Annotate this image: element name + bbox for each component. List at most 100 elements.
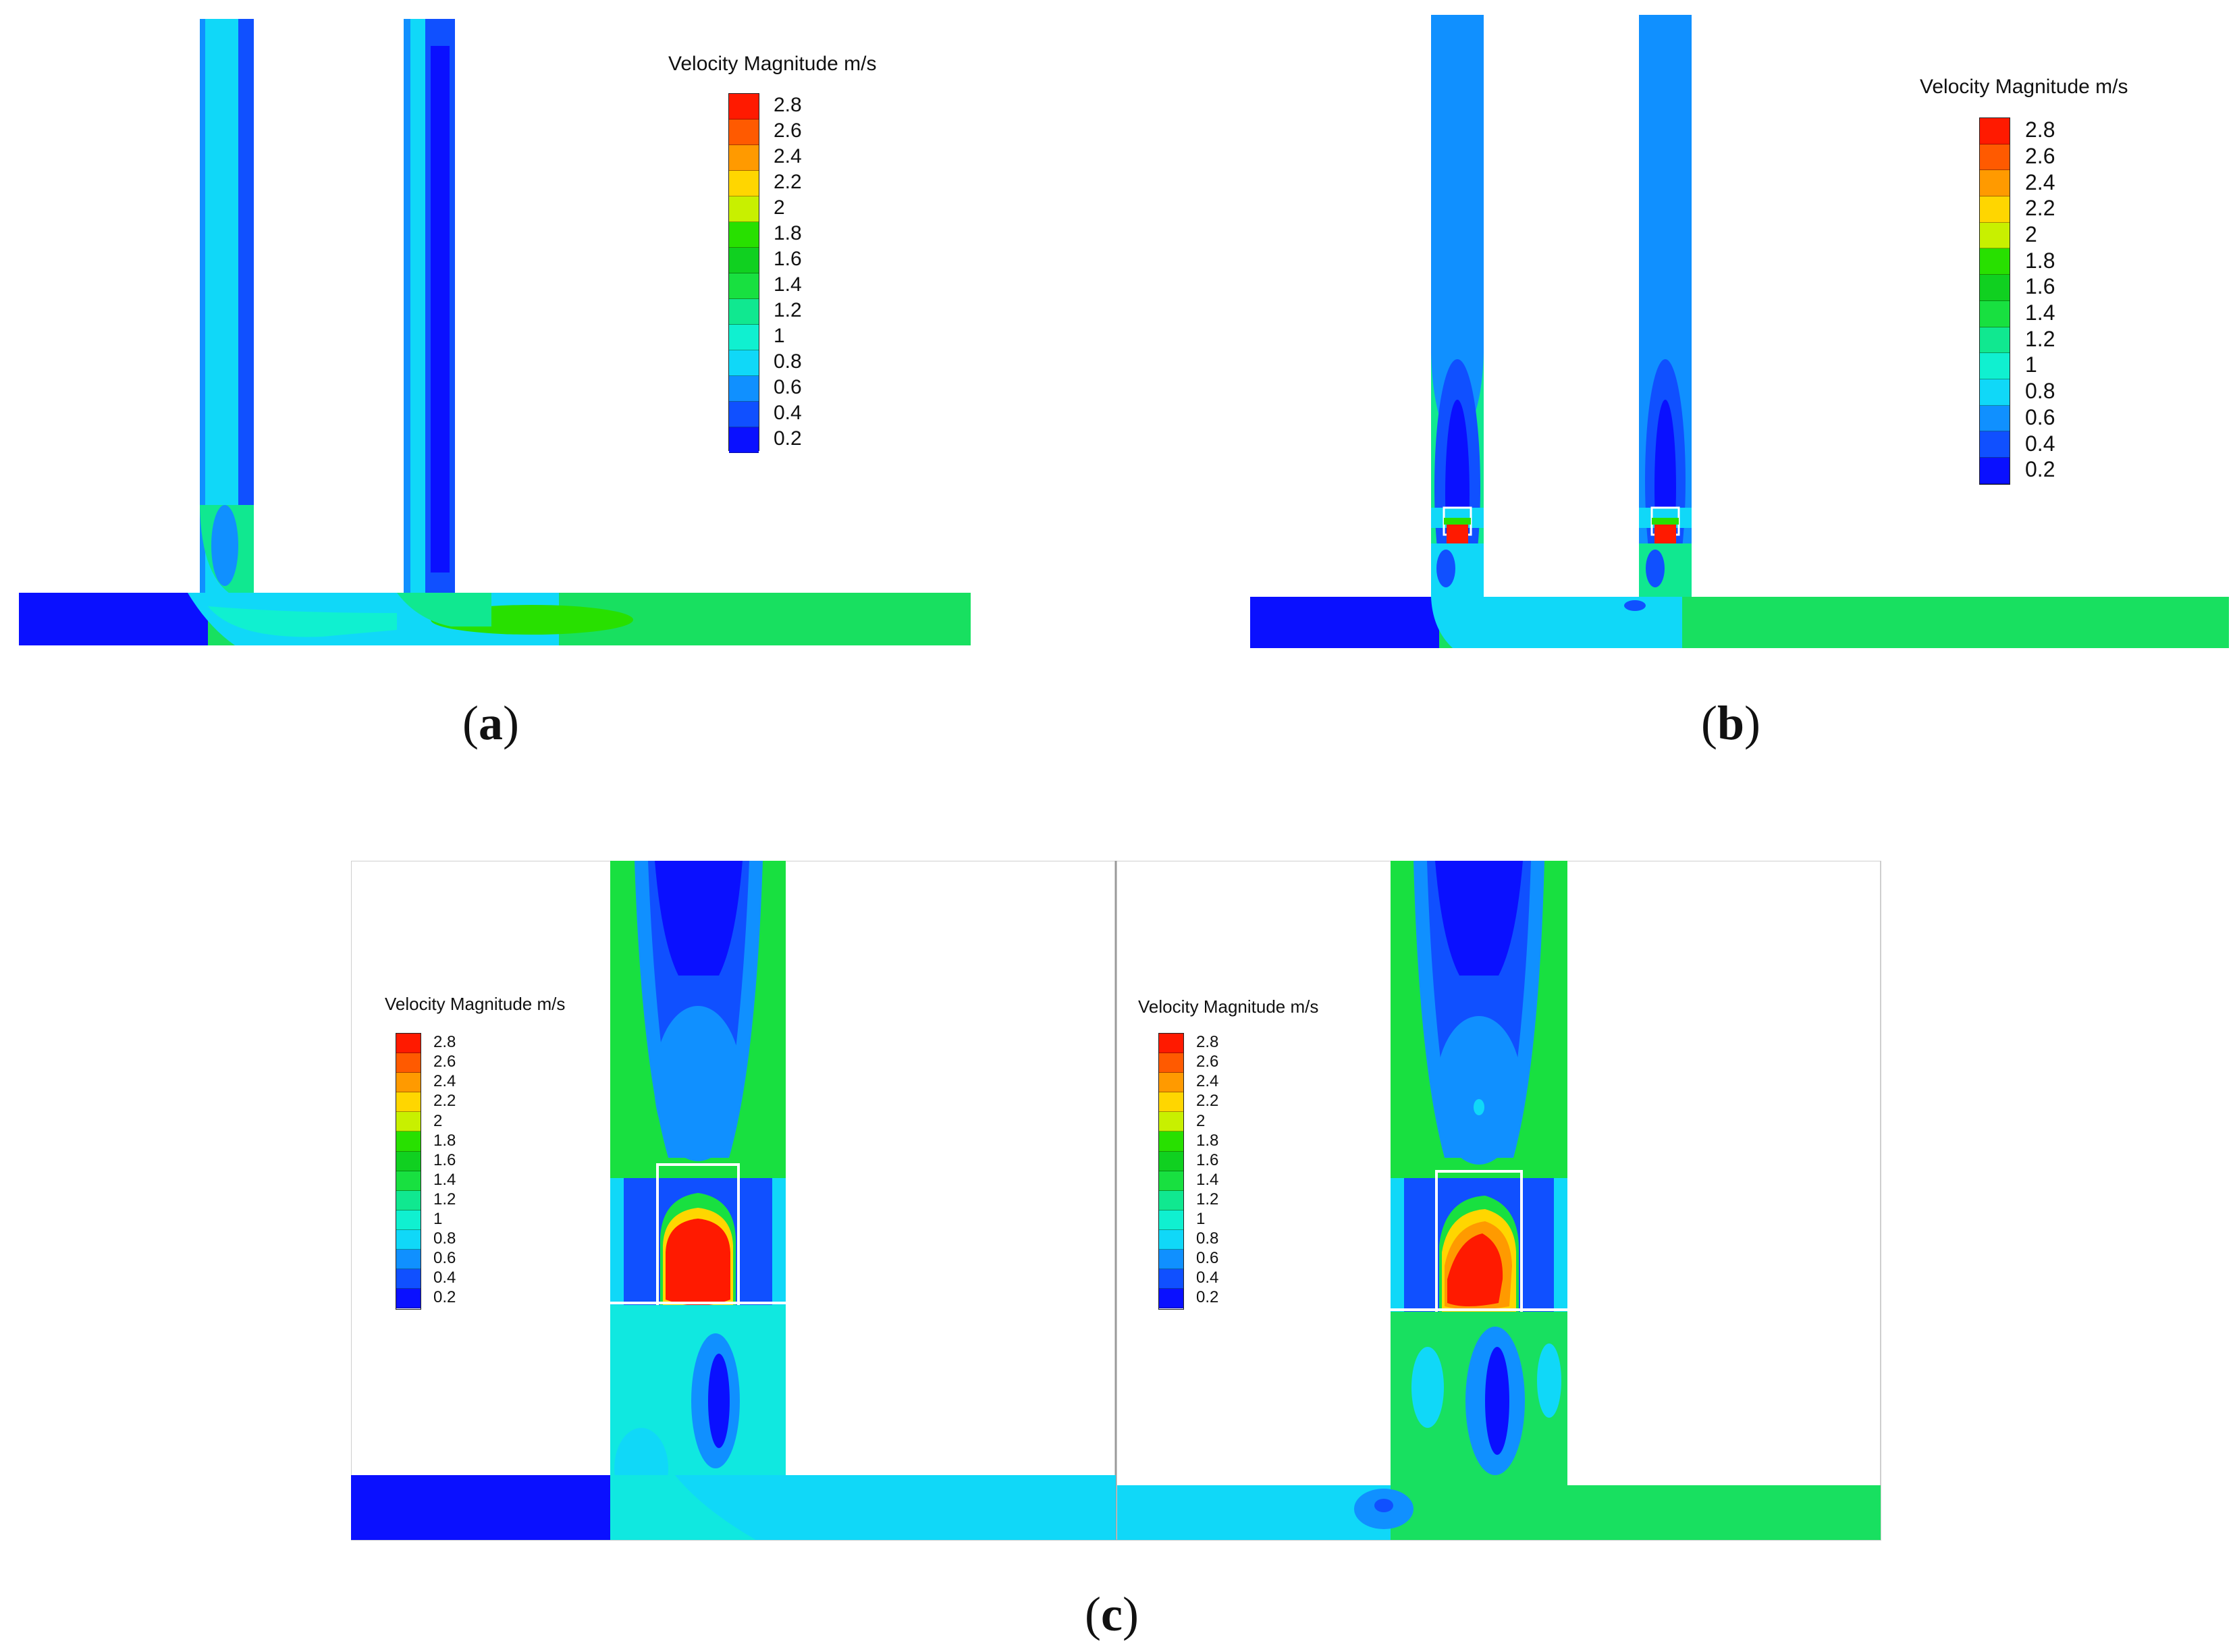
panel-b <box>1250 15 2235 656</box>
legend-swatch <box>729 222 759 248</box>
legend-swatch <box>729 376 759 402</box>
legend-swatch <box>729 196 759 222</box>
panel-c <box>351 861 1883 1543</box>
legend-swatch <box>1159 1034 1183 1054</box>
legend-level-label: 2.8 <box>2025 117 2055 142</box>
caption-a: (a) <box>462 696 519 750</box>
legend-swatch <box>1159 1289 1183 1309</box>
legend-level-label: 1 <box>774 325 785 347</box>
contour-plot-a <box>19 19 971 648</box>
legend-swatch <box>1980 170 2010 197</box>
legend-swatch <box>396 1034 421 1054</box>
legend-level-label: 1.4 <box>774 273 802 296</box>
legend-level-label: 1.8 <box>433 1131 456 1150</box>
legend-level-label: 1.8 <box>1196 1131 1219 1150</box>
legend-title-c-left: Velocity Magnitude m/s <box>385 994 566 1014</box>
caption-a-letter: a <box>478 696 503 750</box>
legend-swatch <box>729 273 759 299</box>
color-scale-a <box>728 93 759 453</box>
legend-swatch <box>396 1053 421 1073</box>
legend-level-label: 2.8 <box>433 1033 456 1052</box>
legend-level-label: 0.2 <box>433 1288 456 1307</box>
legend-swatch <box>729 145 759 171</box>
legend-level-label: 2.4 <box>433 1072 456 1091</box>
legend-swatch <box>396 1289 421 1309</box>
legend-level-label: 2 <box>1196 1111 1206 1130</box>
legend-level-label: 2.6 <box>774 119 802 142</box>
color-scale-c-right <box>1158 1033 1184 1310</box>
legend-level-label: 1.2 <box>1196 1190 1219 1208</box>
legend-level-label: 2.2 <box>2025 196 2055 221</box>
legend-level-label: 1.6 <box>2025 274 2055 299</box>
legend-level-label: 2 <box>774 196 785 219</box>
legend-swatch <box>729 171 759 196</box>
caption-c-letter: c <box>1100 1587 1123 1641</box>
legend-swatch <box>1159 1073 1183 1093</box>
legend-swatch <box>1159 1229 1183 1250</box>
legend-level-label: 1.8 <box>774 222 802 244</box>
legend-level-label: 0.8 <box>2025 379 2055 404</box>
legend-swatch <box>1980 275 2010 301</box>
legend-level-label: 2.4 <box>774 145 802 167</box>
legend-level-label: 0.2 <box>2025 457 2055 482</box>
legend-level-label: 0.6 <box>433 1249 456 1268</box>
legend-swatch <box>1980 405 2010 432</box>
legend-swatch <box>396 1131 421 1152</box>
legend-level-label: 2.6 <box>1196 1053 1219 1071</box>
legend-swatch <box>1980 431 2010 458</box>
legend-level-label: 0.4 <box>774 402 802 424</box>
legend-level-label: 1.2 <box>774 299 802 321</box>
legend-swatch <box>1159 1171 1183 1191</box>
legend-level-label: 1.8 <box>2025 248 2055 273</box>
legend-swatch <box>1980 457 2010 484</box>
legend-level-label: 2.4 <box>2025 169 2055 194</box>
legend-swatch <box>1159 1269 1183 1289</box>
legend-swatch <box>1159 1112 1183 1132</box>
legend-title-b: Velocity Magnitude m/s <box>1920 76 2128 98</box>
legend-swatch <box>1159 1092 1183 1113</box>
legend-level-label: 1 <box>1196 1210 1206 1229</box>
legend-swatch <box>1980 196 2010 223</box>
legend-swatch <box>1980 300 2010 327</box>
legend-level-label: 0.4 <box>1196 1269 1219 1287</box>
legend-swatch <box>1980 353 2010 379</box>
legend-level-label: 0.6 <box>774 376 802 398</box>
legend-level-label: 0.8 <box>774 350 802 373</box>
legend-swatch <box>396 1190 421 1210</box>
legend-level-label: 1.2 <box>2025 326 2055 351</box>
legend-level-label: 2.2 <box>1196 1092 1219 1111</box>
caption-b-letter: b <box>1717 696 1745 750</box>
legend-swatch <box>1159 1190 1183 1210</box>
legend-level-label: 1.6 <box>1196 1150 1219 1169</box>
legend-swatch <box>1980 144 2010 171</box>
legend-swatch <box>729 325 759 350</box>
legend-level-label: 1.4 <box>2025 300 2055 325</box>
legend-level-label: 0.4 <box>433 1269 456 1287</box>
legend-swatch <box>1980 222 2010 249</box>
legend-swatch <box>396 1092 421 1113</box>
legend-level-label: 1.6 <box>433 1150 456 1169</box>
legend-level-label: 0.4 <box>2025 431 2055 456</box>
legend-swatch <box>1159 1210 1183 1230</box>
legend-level-label: 0.8 <box>1196 1229 1219 1248</box>
legend-swatch <box>729 248 759 273</box>
legend-level-label: 1.4 <box>1196 1170 1219 1189</box>
legend-level-label: 1.6 <box>774 248 802 270</box>
legend-level-label: 1 <box>2025 352 2037 377</box>
legend-title-c-right: Velocity Magnitude m/s <box>1138 996 1319 1017</box>
legend-swatch <box>1159 1151 1183 1171</box>
legend-level-label: 1.2 <box>433 1190 456 1208</box>
legend-swatch <box>729 119 759 145</box>
legend-level-label: 2.6 <box>2025 143 2055 168</box>
legend-swatch <box>1159 1053 1183 1073</box>
legend-level-label: 2 <box>2025 221 2037 246</box>
legend-swatch <box>396 1171 421 1191</box>
legend-level-label: 2.2 <box>433 1092 456 1111</box>
legend-level-label: 2.4 <box>1196 1072 1219 1091</box>
legend-swatch <box>396 1229 421 1250</box>
legend-level-label: 2.6 <box>433 1053 456 1071</box>
legend-swatch <box>729 94 759 119</box>
legend-level-label: 1 <box>433 1210 443 1229</box>
legend-swatch <box>396 1210 421 1230</box>
caption-c: (c) <box>1085 1587 1139 1641</box>
